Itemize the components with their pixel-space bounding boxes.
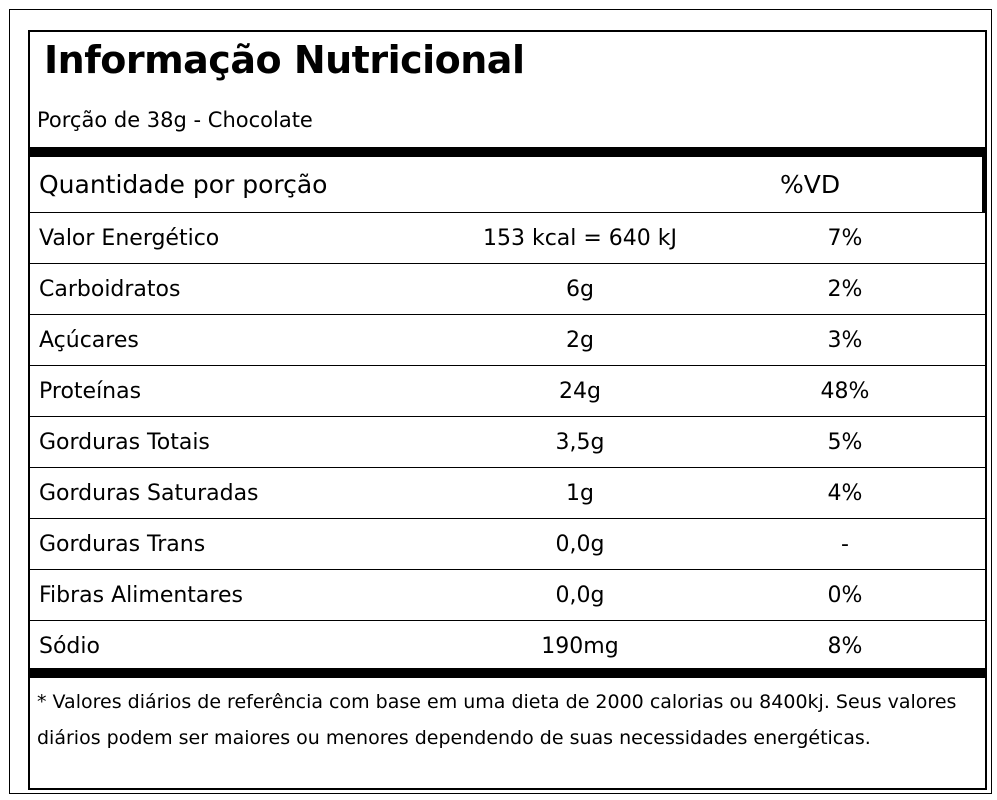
thick-divider-bottom	[30, 668, 985, 678]
thick-divider-top	[30, 147, 985, 157]
table-row: Valor Energético 153 kcal = 640 kJ 7%	[30, 212, 985, 264]
nutrient-amount: 24g	[559, 379, 601, 404]
table-row: Gorduras Totais 3,5g 5%	[30, 416, 985, 468]
table-row: Carboidratos 6g 2%	[30, 263, 985, 315]
nutrient-name: Fibras Alimentares	[39, 583, 243, 608]
nutrient-vd: -	[841, 532, 849, 557]
quantity-header: Quantidade por porção	[39, 170, 328, 199]
vd-header: %VD	[780, 170, 841, 199]
nutrient-vd: 8%	[827, 634, 863, 659]
nutrient-name: Sódio	[39, 634, 100, 659]
nutrient-vd: 48%	[820, 379, 870, 404]
nutrient-name: Açúcares	[39, 328, 139, 353]
label-title: Informação Nutricional	[44, 38, 525, 82]
table-header: Quantidade por porção %VD	[30, 157, 985, 212]
table-row: Açúcares 2g 3%	[30, 314, 985, 366]
nutrient-name: Gorduras Trans	[39, 532, 206, 557]
table-row: Gorduras Trans 0,0g -	[30, 518, 985, 570]
nutrient-vd: 7%	[827, 226, 863, 251]
outer-frame: Informação Nutricional Porção de 38g - C…	[9, 9, 992, 794]
table-row: Fibras Alimentares 0,0g 0%	[30, 569, 985, 621]
nutrient-amount: 2g	[566, 328, 594, 353]
nutrient-amount: 0,0g	[555, 532, 605, 557]
nutrient-amount: 190mg	[541, 634, 619, 659]
nutrient-amount: 1g	[566, 481, 594, 506]
nutrient-name: Valor Energético	[39, 226, 220, 251]
table-row: Sódio 190mg 8%	[30, 620, 985, 669]
table-row: Proteínas 24g 48%	[30, 365, 985, 417]
nutrient-vd: 5%	[827, 430, 863, 455]
nutrient-vd: 2%	[827, 277, 863, 302]
nutrition-label: Informação Nutricional Porção de 38g - C…	[28, 30, 987, 790]
nutrient-name: Carboidratos	[39, 277, 181, 302]
nutrient-name: Gorduras Totais	[39, 430, 210, 455]
nutrient-amount: 153 kcal = 640 kJ	[482, 226, 678, 251]
nutrient-amount: 3,5g	[555, 430, 605, 455]
nutrient-vd: 3%	[827, 328, 863, 353]
nutrient-amount: 0,0g	[555, 583, 605, 608]
nutrient-name: Proteínas	[39, 379, 142, 404]
footnote: * Valores diários de referência com base…	[37, 691, 957, 749]
nutrient-amount: 6g	[566, 277, 594, 302]
nutrient-name: Gorduras Saturadas	[39, 481, 259, 506]
portion-info: Porção de 38g - Chocolate	[37, 108, 313, 132]
table-row: Gorduras Saturadas 1g 4%	[30, 467, 985, 519]
nutrient-vd: 4%	[827, 481, 863, 506]
nutrient-vd: 0%	[827, 583, 863, 608]
